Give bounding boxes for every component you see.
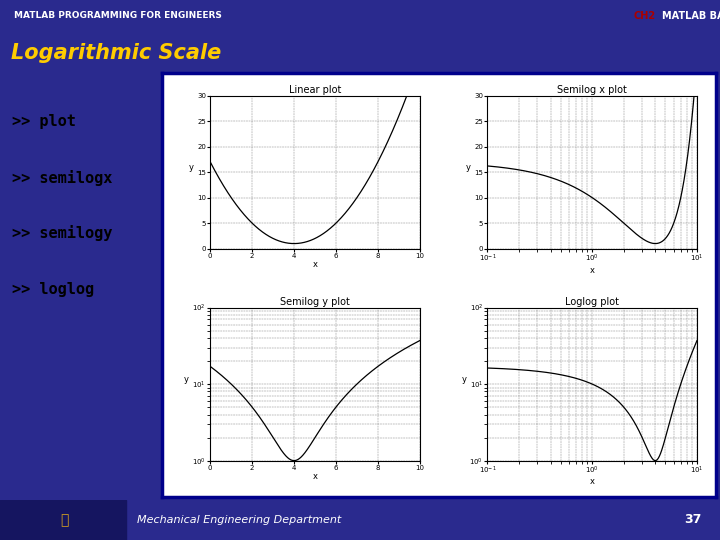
X-axis label: x: x [312,472,318,481]
Text: >> semilogx: >> semilogx [12,170,113,186]
Bar [0,500,126,540]
Text: MATLAB PROGRAMMING FOR ENGINEERS: MATLAB PROGRAMMING FOR ENGINEERS [14,11,222,20]
Text: >> semilogy: >> semilogy [12,225,113,241]
Y-axis label: y: y [184,375,189,384]
Text: 37: 37 [685,513,702,526]
Title: Semilog x plot: Semilog x plot [557,85,627,95]
X-axis label: x: x [590,477,595,487]
Text: >> plot: >> plot [12,114,76,129]
X-axis label: x: x [590,266,595,274]
Y-axis label: y: y [189,163,194,172]
Title: Semilog y plot: Semilog y plot [280,297,350,307]
X-axis label: x: x [312,260,318,269]
Title: Loglog plot: Loglog plot [565,297,619,307]
Text: 🦅: 🦅 [60,513,69,526]
Text: >> loglog: >> loglog [12,282,94,296]
Text: MATLAB BASICS: MATLAB BASICS [662,11,720,21]
Text: Mechanical Engineering Department: Mechanical Engineering Department [137,515,341,525]
Text: Logarithmic Scale: Logarithmic Scale [11,43,221,63]
Y-axis label: y: y [467,163,471,172]
Y-axis label: y: y [462,375,467,384]
Text: CH2: CH2 [633,11,655,21]
Title: Linear plot: Linear plot [289,85,341,95]
